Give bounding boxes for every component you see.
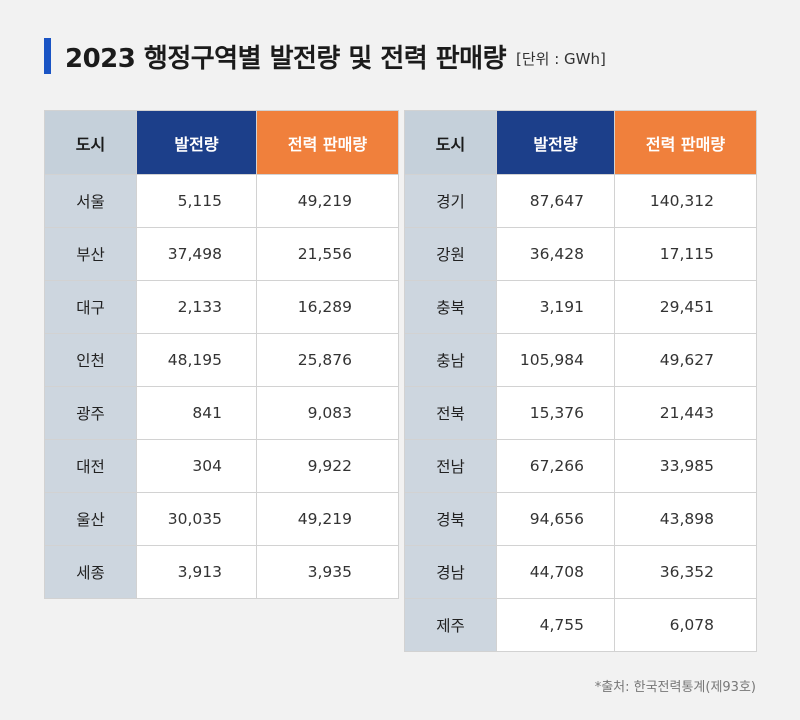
right-data-table: 도시 발전량 전력 판매량 경기 87,647 140,312 강원 36,428 17…: [404, 110, 757, 652]
generation-cell: 3,191: [496, 280, 615, 334]
city-cell: 세종: [44, 545, 137, 599]
city-cell: 서울: [44, 174, 137, 228]
generation-cell: 5,115: [136, 174, 257, 228]
generation-cell: 67,266: [496, 439, 615, 493]
sales-cell: 29,451: [614, 280, 757, 334]
sales-cell: 33,985: [614, 439, 757, 493]
table-row: 제주 4,755 6,078: [404, 598, 757, 652]
source-note: *출처: 한국전력통계(제93호): [594, 680, 756, 695]
city-cell: 대전: [44, 439, 137, 493]
city-cell: 울산: [44, 492, 137, 546]
sales-cell: 21,443: [614, 386, 757, 440]
generation-cell: 3,913: [136, 545, 257, 599]
city-cell: 부산: [44, 227, 137, 281]
generation-cell: 44,708: [496, 545, 615, 599]
table-row: 경남 44,708 36,352: [404, 545, 757, 599]
table-row: 충남 105,984 49,627: [404, 333, 757, 387]
generation-cell: 48,195: [136, 333, 257, 387]
table-row: 대구 2,133 16,289: [44, 280, 399, 334]
sales-cell: 21,556: [256, 227, 399, 281]
table-header-row: 도시 발전량 전력 판매량: [44, 110, 399, 175]
header-sales: 전력 판매량: [256, 110, 399, 175]
city-cell: 제주: [404, 598, 497, 652]
city-cell: 강원: [404, 227, 497, 281]
city-cell: 광주: [44, 386, 137, 440]
header-city: 도시: [404, 110, 497, 175]
header-sales: 전력 판매량: [614, 110, 757, 175]
table-row: 세종 3,913 3,935: [44, 545, 399, 599]
generation-cell: 87,647: [496, 174, 615, 228]
sales-cell: 9,922: [256, 439, 399, 493]
header-generation: 발전량: [496, 110, 615, 175]
table-row: 부산 37,498 21,556: [44, 227, 399, 281]
table-row: 울산 30,035 49,219: [44, 492, 399, 546]
generation-cell: 841: [136, 386, 257, 440]
title-row: 2023 행정구역별 발전량 및 전력 판매량 [단위 : GWh]: [44, 36, 606, 76]
title-accent-bar: [44, 38, 51, 74]
city-cell: 경남: [404, 545, 497, 599]
generation-cell: 37,498: [136, 227, 257, 281]
table-row: 인천 48,195 25,876: [44, 333, 399, 387]
left-data-table: 도시 발전량 전력 판매량 서울 5,115 49,219 부산 37,498 21,5…: [44, 110, 399, 599]
city-cell: 경기: [404, 174, 497, 228]
table-row: 전북 15,376 21,443: [404, 386, 757, 440]
city-cell: 전남: [404, 439, 497, 493]
generation-cell: 30,035: [136, 492, 257, 546]
table-header-row: 도시 발전량 전력 판매량: [404, 110, 757, 175]
generation-cell: 2,133: [136, 280, 257, 334]
table-row: 대전 304 9,922: [44, 439, 399, 493]
city-cell: 경북: [404, 492, 497, 546]
generation-cell: 36,428: [496, 227, 615, 281]
city-cell: 인천: [44, 333, 137, 387]
sales-cell: 49,219: [256, 174, 399, 228]
page-title: 2023 행정구역별 발전량 및 전력 판매량: [65, 43, 507, 74]
table-row: 충북 3,191 29,451: [404, 280, 757, 334]
table-row: 전남 67,266 33,985: [404, 439, 757, 493]
generation-cell: 304: [136, 439, 257, 493]
city-cell: 전북: [404, 386, 497, 440]
generation-cell: 94,656: [496, 492, 615, 546]
city-cell: 충남: [404, 333, 497, 387]
sales-cell: 49,627: [614, 333, 757, 387]
unit-label: [단위 : GWh]: [516, 49, 606, 68]
table-row: 경기 87,647 140,312: [404, 174, 757, 228]
table-row: 강원 36,428 17,115: [404, 227, 757, 281]
sales-cell: 140,312: [614, 174, 757, 228]
header-city: 도시: [44, 110, 137, 175]
table-row: 서울 5,115 49,219: [44, 174, 399, 228]
generation-cell: 105,984: [496, 333, 615, 387]
table-row: 경북 94,656 43,898: [404, 492, 757, 546]
generation-cell: 15,376: [496, 386, 615, 440]
sales-cell: 9,083: [256, 386, 399, 440]
sales-cell: 36,352: [614, 545, 757, 599]
sales-cell: 43,898: [614, 492, 757, 546]
city-cell: 대구: [44, 280, 137, 334]
sales-cell: 6,078: [614, 598, 757, 652]
sales-cell: 17,115: [614, 227, 757, 281]
table-row: 광주 841 9,083: [44, 386, 399, 440]
generation-cell: 4,755: [496, 598, 615, 652]
sales-cell: 16,289: [256, 280, 399, 334]
sales-cell: 49,219: [256, 492, 399, 546]
header-generation: 발전량: [136, 110, 257, 175]
sales-cell: 25,876: [256, 333, 399, 387]
sales-cell: 3,935: [256, 545, 399, 599]
city-cell: 충북: [404, 280, 497, 334]
